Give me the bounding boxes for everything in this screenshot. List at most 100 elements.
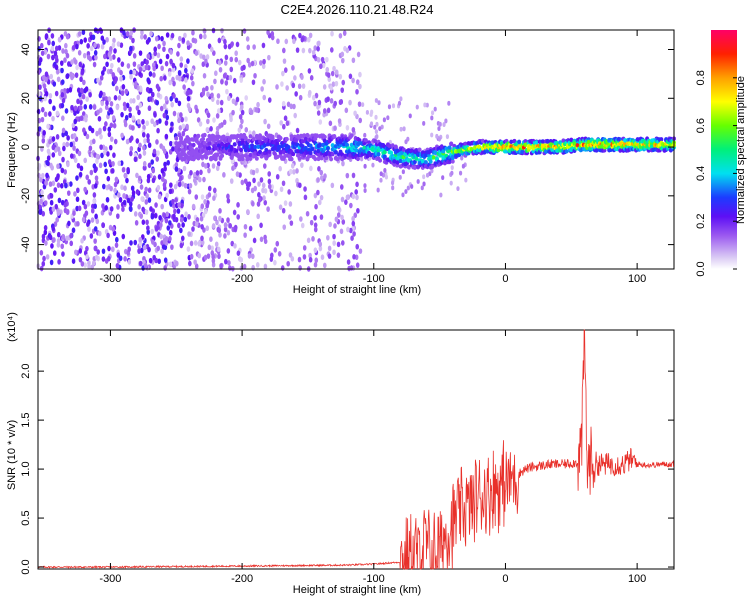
spectrogram-cell (72, 132, 77, 139)
snr-panel: -300 -200 -100 0 100 0.0 0.5 1.0 1.5 2.0 Height … (6, 312, 675, 596)
spectrogram-cell (106, 151, 110, 157)
spectrogram-cell (520, 149, 525, 155)
spectrogram-cell (133, 211, 138, 217)
spectrogram-cell (163, 166, 167, 172)
spectrogram-cell (94, 213, 98, 220)
colorbar: 0.0 0.2 0.4 0.6 0.8 Normalized spectral ampl… (695, 30, 747, 277)
spectrogram-cell (47, 39, 51, 46)
spectrogram-cell (286, 101, 291, 108)
spectrogram-cell (406, 185, 410, 191)
spectrogram-cell (265, 142, 270, 147)
colorbar-tick-label: 0.4 (695, 166, 707, 181)
spectrogram-cell (444, 118, 448, 124)
spectrogram-cell (223, 222, 228, 228)
spectrogram-cell (316, 57, 321, 63)
spectrogram-cell (113, 95, 118, 101)
spectrogram-cell (245, 36, 250, 42)
spectrogram-cell (450, 165, 454, 171)
spectrogram-cell (328, 120, 333, 127)
spectrogram-cell (145, 219, 149, 226)
snr-x-ticks: -300 -200 -100 0 100 (99, 330, 646, 585)
spectrogram-cell (145, 193, 149, 199)
spectrogram-cell (290, 163, 295, 169)
spectrogram-cell (78, 256, 83, 263)
spectrogram-cell (71, 258, 76, 264)
spectrogram-cell (317, 199, 322, 206)
spectrogram-cell (83, 203, 88, 210)
spectrogram-cell (162, 46, 166, 53)
spectrogram-cell (99, 144, 103, 150)
spectrogram-cell (270, 34, 275, 41)
spectrogram-cell (93, 183, 98, 189)
spectrogram-cell (358, 71, 362, 78)
spectrogram-cell (319, 155, 324, 161)
spectrogram-cell (123, 256, 127, 262)
spectrogram-cell (121, 84, 126, 90)
spectrogram-cell (86, 221, 90, 228)
spectrogram-cell (159, 75, 164, 82)
spectrogram-cell (148, 257, 153, 264)
spectrogram-cell (336, 205, 341, 212)
spectrogram-cell (261, 63, 266, 70)
spectrogram-cell (60, 92, 65, 98)
spectrogram-cell (230, 41, 234, 47)
spectrogram-cell (398, 158, 403, 164)
spectrogram-cell (132, 61, 137, 67)
spectrogram-cell (295, 127, 300, 134)
spectrogram-cell (263, 238, 268, 245)
spectrogram-cell (140, 196, 144, 202)
colorbar-tick-label: 0.0 (695, 261, 707, 276)
spectrogram-cell (266, 29, 270, 36)
spectrogram-cell (118, 196, 123, 203)
spectrogram-cell (330, 30, 334, 37)
spectrogram-cell (257, 181, 261, 187)
spectrogram-cell (83, 262, 87, 268)
spectrogram-cell (256, 144, 261, 150)
spectrogram-cell (145, 120, 149, 127)
spectrogram-cell (131, 97, 136, 104)
spectrogram-cell (321, 142, 326, 148)
spectrogram-cell (164, 120, 169, 126)
spectrogram-cell (148, 71, 153, 77)
spectrogram-cell (659, 137, 664, 142)
spectrogram-cell (420, 159, 425, 164)
spectrogram-cell (252, 130, 256, 136)
spectrogram-cell (88, 55, 93, 62)
spectrogram-cell (243, 223, 248, 230)
spectrogram-cell (195, 217, 200, 223)
spectrogram-cell (383, 168, 387, 173)
spectrogram-cell (202, 72, 207, 79)
spectrogram-cell (186, 137, 191, 142)
spectrogram-cell (179, 112, 183, 118)
colorbar-ticks: 0.0 0.2 0.4 0.6 0.8 (695, 70, 737, 277)
spectrogram-cell (63, 202, 68, 208)
spectrogram-cell (70, 104, 74, 111)
spectrogram-cell (308, 256, 313, 263)
spectrogram-cell (104, 121, 108, 127)
spectrogram-cell (324, 155, 329, 161)
spectrogram-cell (309, 219, 314, 226)
spectrogram-cell (65, 235, 69, 242)
spectrogram-cell (201, 61, 206, 68)
spectrogram-cell (73, 191, 77, 197)
spectrogram-cell (163, 161, 167, 168)
spectrogram-cell (181, 123, 186, 130)
spectrogram-cell (244, 95, 249, 101)
spectrogram-cell (84, 210, 89, 217)
spectrogram-x-tick-label: 100 (628, 273, 646, 285)
spectrogram-cell (253, 72, 257, 79)
spectrogram-cell (445, 134, 450, 140)
spectrogram-cell (146, 173, 151, 180)
spectrogram-cell (311, 49, 316, 56)
spectrogram-cell (109, 107, 113, 113)
spectrogram-cell (232, 142, 237, 147)
spectrogram-cell (194, 50, 199, 56)
spectrogram-cell (177, 202, 181, 208)
spectrogram-cell (43, 95, 48, 102)
spectrogram-cell (138, 71, 142, 77)
spectrogram-cell (236, 214, 240, 220)
spectrogram-cell (261, 182, 266, 189)
spectrogram-cell (340, 87, 345, 93)
spectrogram-cell (298, 265, 302, 271)
